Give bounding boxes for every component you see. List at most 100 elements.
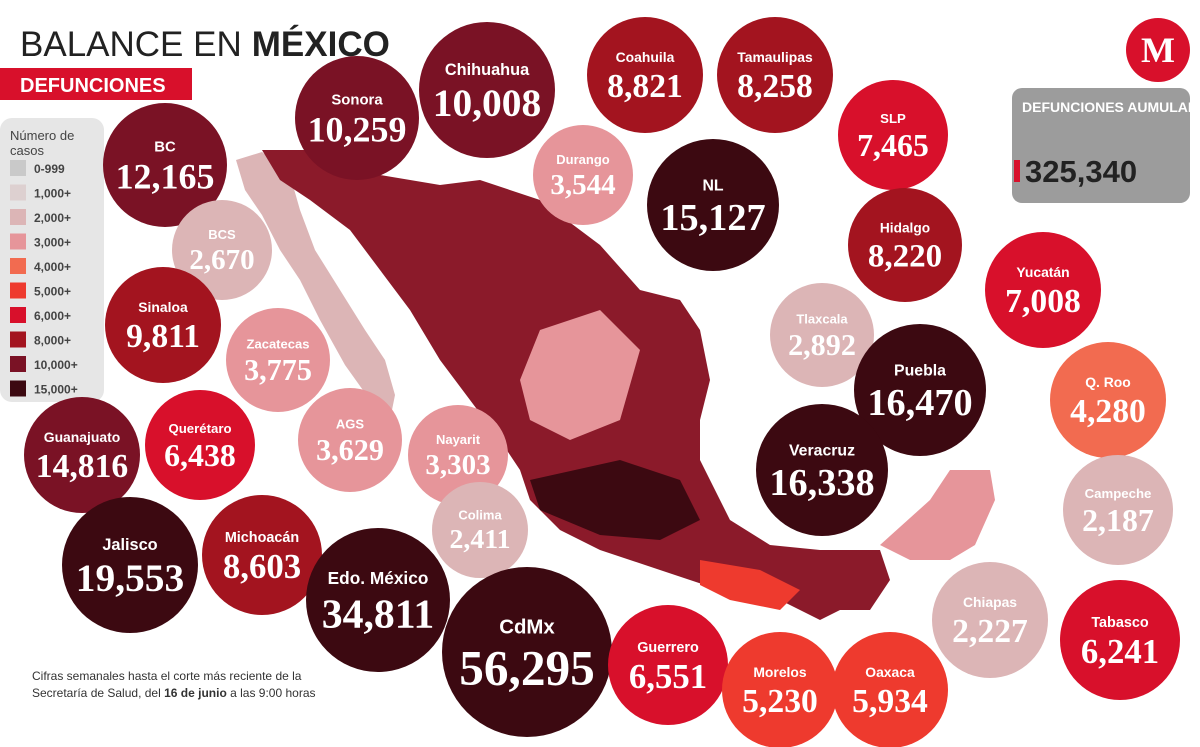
- legend-swatch: [10, 184, 26, 201]
- legend-label: 6,000+: [34, 309, 71, 323]
- legend-swatch: [10, 160, 26, 176]
- state-bubble: [717, 17, 833, 133]
- legend-swatch: [10, 209, 26, 225]
- state-bubble: [295, 56, 419, 180]
- state-value: 6,438: [164, 438, 236, 473]
- legend-title: Número de casos: [10, 128, 75, 158]
- subtitle-bar: [0, 68, 192, 100]
- state-name: Coahuila: [616, 49, 675, 65]
- state-bubble: [985, 232, 1101, 348]
- state-bubble: [145, 390, 255, 500]
- state-value: 3,544: [550, 169, 615, 201]
- state-bubble: [838, 80, 948, 190]
- state-bubble: [298, 388, 402, 492]
- state-name: Yucatán: [1016, 264, 1069, 280]
- legend-label: 0-999: [34, 162, 65, 176]
- state-name: CdMx: [499, 616, 555, 638]
- state-name: Chihuahua: [445, 61, 530, 79]
- state-value: 34,811: [322, 591, 435, 637]
- footnote: Cifras semanales hasta el corte más reci…: [32, 668, 332, 702]
- state-bubble: [832, 632, 948, 747]
- legend-swatch: [10, 331, 26, 348]
- yucatan: [880, 470, 995, 560]
- state-value: 8,258: [737, 68, 813, 105]
- map: [236, 150, 995, 620]
- state-name: Edo. México: [328, 568, 429, 588]
- state-bubble: [608, 605, 728, 725]
- state-value: 3,303: [425, 449, 490, 481]
- state-value: 15,127: [660, 197, 765, 239]
- footnote-bold: 16 de junio: [164, 686, 227, 700]
- state-name: Guerrero: [637, 640, 699, 656]
- state-name: Tamaulipas: [737, 49, 813, 65]
- state-bubble: [533, 125, 633, 225]
- state-name: NL: [702, 177, 723, 194]
- state-value: 2,411: [449, 524, 510, 555]
- state-bubble: [587, 17, 703, 133]
- state-value: 14,816: [36, 448, 128, 485]
- legend-swatch: [10, 233, 26, 250]
- state-bubble: [105, 267, 221, 383]
- state-bubble: [1050, 342, 1166, 458]
- state-bubble: [756, 404, 888, 536]
- state-value: 5,230: [742, 683, 818, 720]
- state-name: AGS: [336, 417, 365, 432]
- state-bubble: [103, 103, 227, 227]
- state-value: 8,603: [223, 547, 301, 586]
- state-bubble: [172, 200, 272, 300]
- footnote-text: Cifras semanales hasta el corte más reci…: [32, 669, 302, 700]
- state-value: 10,008: [433, 81, 541, 125]
- state-value: 16,338: [769, 462, 874, 504]
- total-box: [1012, 88, 1190, 203]
- state-bubble: [848, 188, 962, 302]
- state-value: 2,670: [189, 244, 254, 276]
- total-accent: [1014, 160, 1020, 182]
- state-bubble: [1063, 455, 1173, 565]
- state-name: Zacatecas: [247, 337, 310, 352]
- state-name: Morelos: [753, 664, 807, 680]
- state-name: Colima: [458, 507, 502, 522]
- state-value: 2,227: [952, 613, 1028, 650]
- state-name: Veracruz: [789, 442, 855, 459]
- state-value: 56,295: [459, 640, 595, 695]
- state-bubble: [854, 324, 986, 456]
- legend-label: 2,000+: [34, 211, 71, 225]
- state-bubble: [722, 632, 838, 747]
- state-name: Campeche: [1085, 486, 1152, 501]
- legend-swatch: [10, 258, 26, 274]
- state-value: 7,008: [1005, 283, 1081, 320]
- footnote-text: a las 9:00 horas: [226, 686, 316, 700]
- legend-swatch: [10, 356, 26, 372]
- state-value: 2,892: [788, 328, 856, 362]
- state-value: 3,775: [244, 353, 312, 387]
- state-name: BCS: [208, 227, 236, 242]
- state-name: Puebla: [894, 362, 946, 379]
- central-region: [520, 310, 640, 440]
- legend-swatch: [10, 380, 26, 397]
- logo-letter: M: [1141, 30, 1175, 70]
- state-bubble: [442, 567, 612, 737]
- title: BALANCE EN MÉXICO: [20, 24, 390, 64]
- title-regular: BALANCE EN: [20, 25, 242, 64]
- state-value: 9,811: [126, 318, 200, 355]
- subtitle: DEFUNCIONES: [20, 75, 166, 97]
- state-name: Q. Roo: [1085, 374, 1131, 390]
- state-value: 8,821: [607, 68, 683, 105]
- state-bubble: [306, 528, 450, 672]
- state-name: Nayarit: [436, 432, 481, 447]
- state-value: 7,465: [857, 128, 929, 163]
- state-name: Hidalgo: [880, 220, 930, 235]
- state-value: 10,259: [308, 110, 407, 150]
- state-name: Sinaloa: [138, 299, 188, 315]
- legend-swatch: [10, 282, 26, 299]
- state-value: 5,934: [852, 683, 928, 720]
- state-name: Durango: [556, 152, 610, 167]
- legend-label: 15,000+: [34, 383, 78, 397]
- state-bubble: [408, 405, 508, 505]
- state-bubble: [202, 495, 322, 615]
- state-value: 12,165: [116, 157, 215, 197]
- state-bubble: [647, 139, 779, 271]
- state-value: 4,280: [1070, 393, 1146, 430]
